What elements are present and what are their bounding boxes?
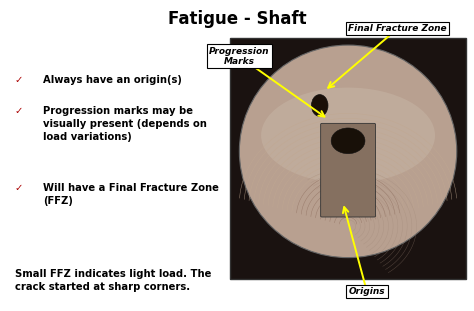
Text: Always have an origin(s): Always have an origin(s) [43, 75, 182, 85]
FancyBboxPatch shape [320, 123, 375, 217]
Ellipse shape [311, 95, 328, 116]
Text: ✓: ✓ [15, 75, 23, 85]
Text: Origins: Origins [349, 287, 385, 296]
Text: Small FFZ indicates light load. The
crack started at sharp corners.: Small FFZ indicates light load. The crac… [15, 268, 211, 292]
Text: ✓: ✓ [15, 183, 23, 193]
Text: ✓: ✓ [15, 106, 23, 116]
Ellipse shape [331, 128, 365, 154]
Text: Fatigue - Shaft: Fatigue - Shaft [168, 10, 306, 28]
Bar [230, 38, 466, 279]
Ellipse shape [261, 88, 435, 183]
Text: Progression marks may be
visually present (depends on
load variations): Progression marks may be visually presen… [43, 106, 207, 142]
Text: Final Fracture Zone: Final Fracture Zone [348, 24, 447, 33]
Text: Will have a Final Fracture Zone
(FFZ): Will have a Final Fracture Zone (FFZ) [43, 183, 219, 206]
Text: Progression
Marks: Progression Marks [209, 47, 270, 66]
Ellipse shape [239, 45, 457, 258]
